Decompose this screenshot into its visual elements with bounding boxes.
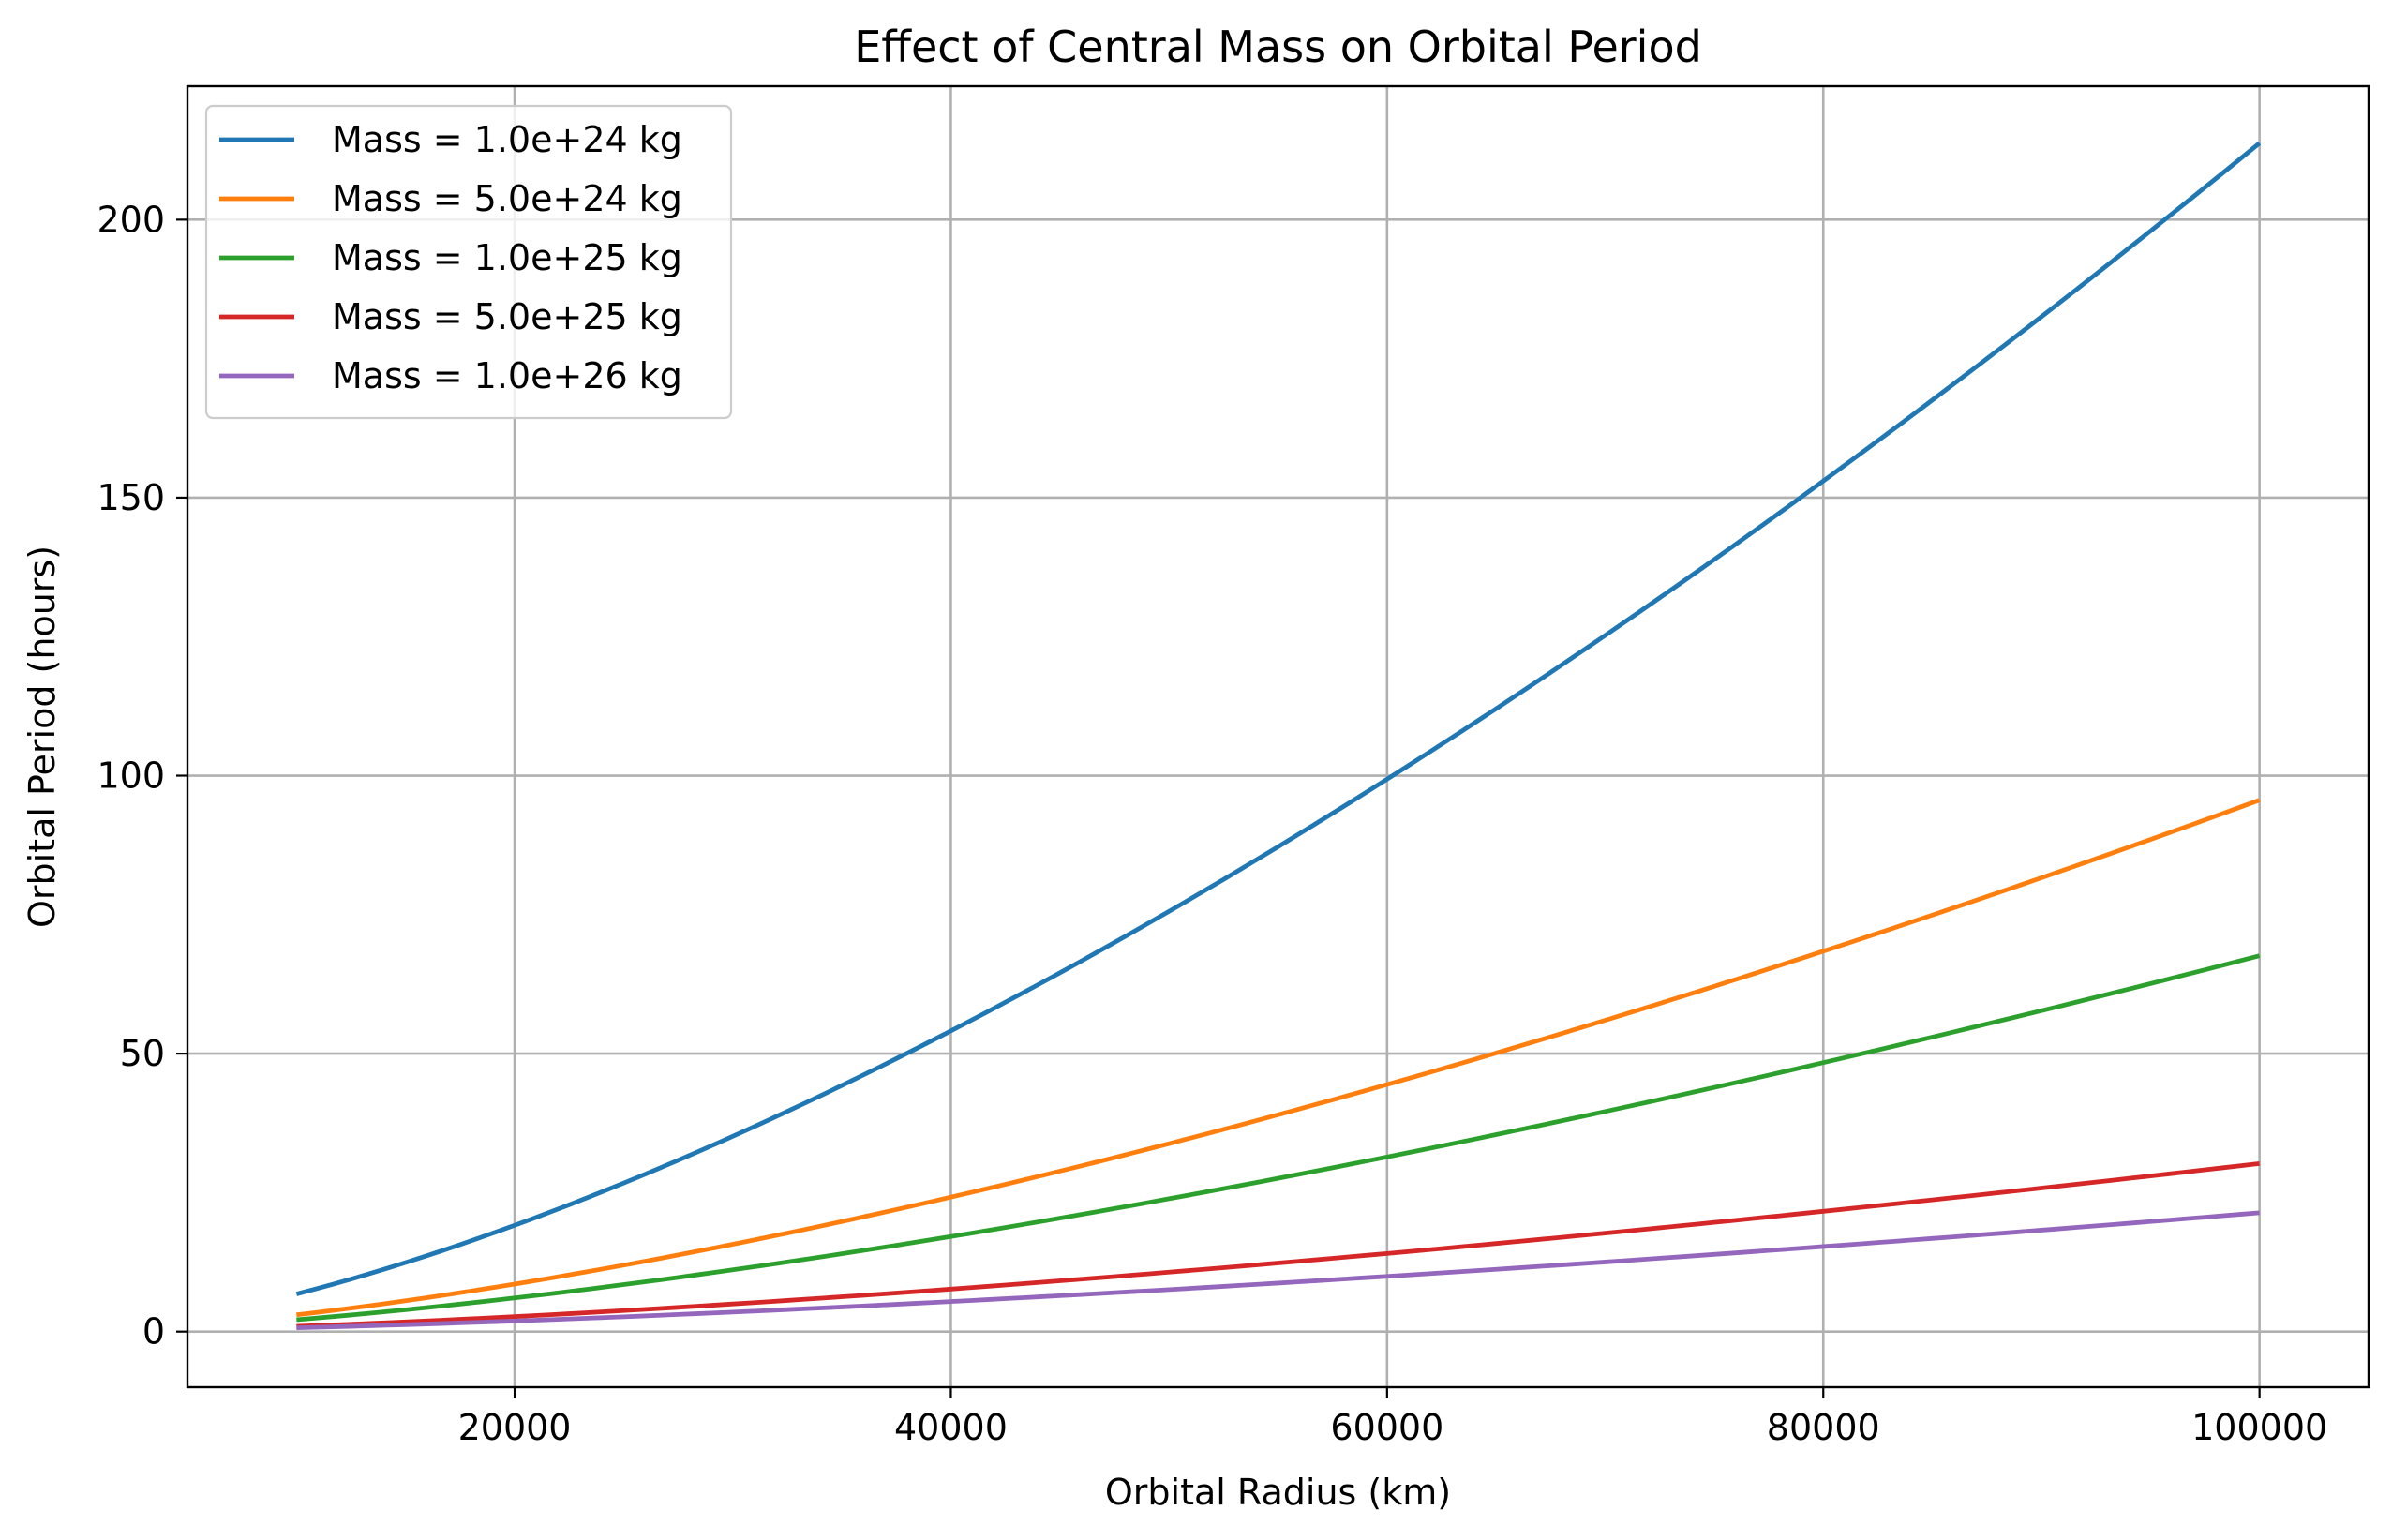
series-line-1 [296, 798, 2261, 1318]
grid [187, 86, 2369, 1387]
series-line-2 [296, 953, 2261, 1323]
y-axis-label: Orbital Period (hours) [22, 546, 63, 928]
x-tick-label: 60000 [1330, 1407, 1443, 1448]
series-lines [295, 141, 2262, 1331]
x-tick-label: 20000 [458, 1407, 572, 1448]
legend-label: Mass = 5.0e+24 kg [332, 178, 682, 219]
series-line-0 [295, 141, 2262, 1296]
y-tick-label: 100 [97, 755, 165, 797]
y-tick-label: 0 [142, 1311, 165, 1353]
x-tick-label: 100000 [2191, 1407, 2327, 1448]
axis-ticks: 20000 40000 60000 80000 100000 0 50 100 150 200 [97, 199, 2327, 1448]
legend-label: Mass = 1.0e+24 kg [332, 119, 682, 160]
y-tick-label: 200 [97, 199, 165, 240]
chart-title: Effect of Central Mass on Orbital Period [854, 22, 1702, 72]
series-line-4 [296, 1210, 2260, 1331]
plot-frame [186, 84, 2370, 1389]
y-tick-label: 150 [97, 477, 165, 518]
legend-box [204, 104, 733, 420]
x-tick-label: 80000 [1767, 1407, 1880, 1448]
y-tick-label: 50 [120, 1033, 165, 1074]
x-tick-label: 40000 [894, 1407, 1008, 1448]
x-axis-label: Orbital Radius (km) [1105, 1472, 1451, 1513]
legend-label: Mass = 1.0e+25 kg [332, 237, 682, 278]
legend: Mass = 1.0e+24 kg Mass = 5.0e+24 kg Mass =… [204, 104, 733, 420]
series-line-3 [296, 1160, 2260, 1329]
legend-label: Mass = 1.0e+26 kg [332, 355, 682, 396]
legend-label: Mass = 5.0e+25 kg [332, 296, 682, 337]
